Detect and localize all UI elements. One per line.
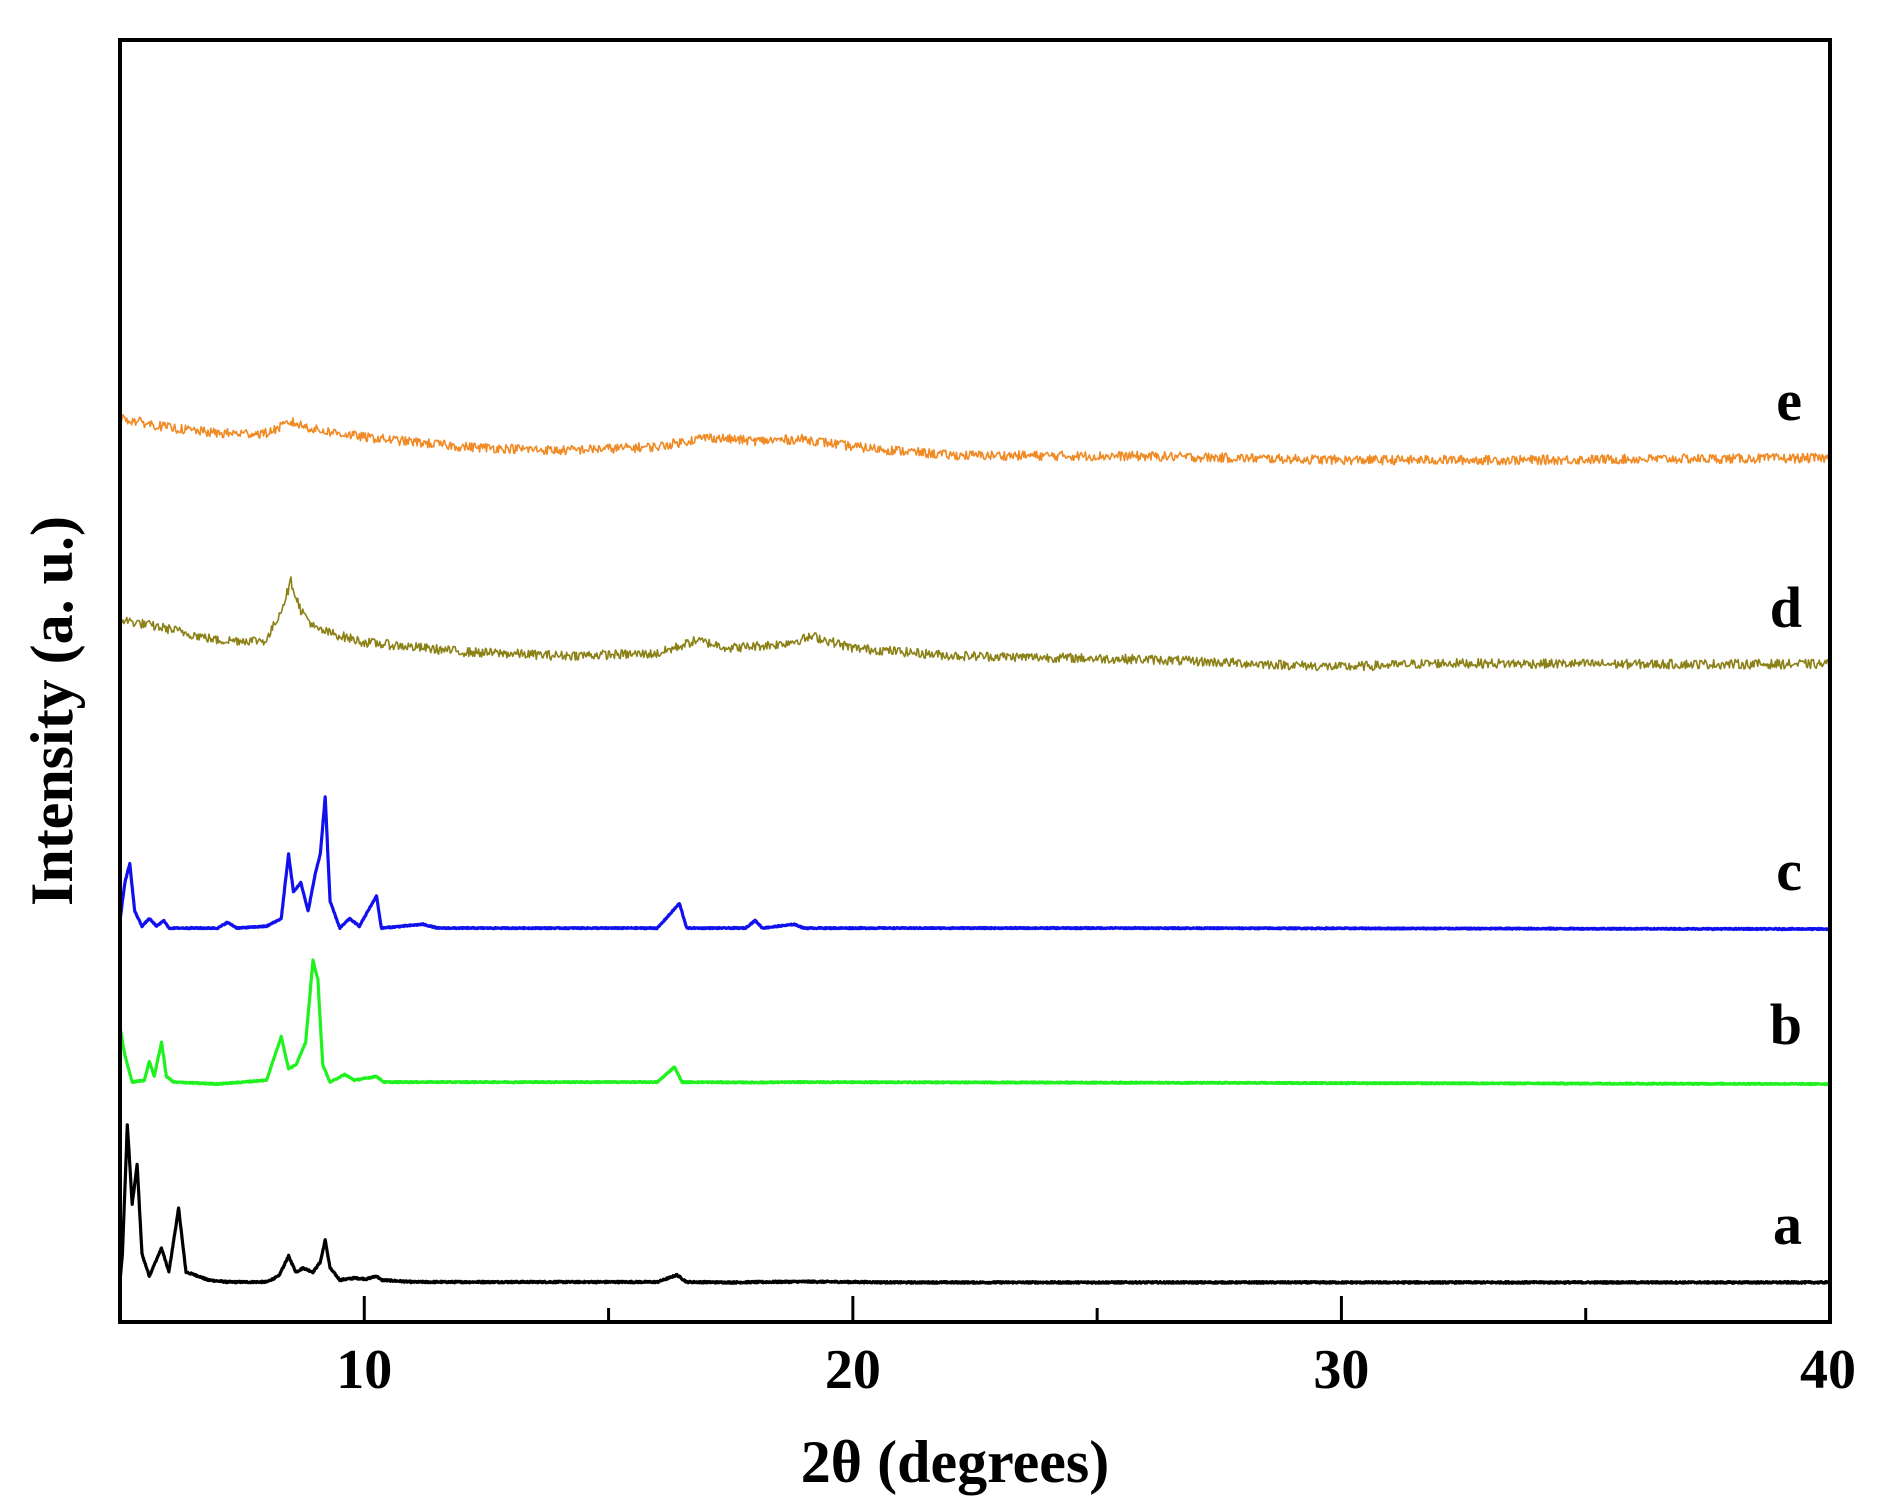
series-c-line xyxy=(118,795,1832,932)
x-tick-label: 10 xyxy=(336,1339,392,1401)
series-c-label: c xyxy=(1776,838,1802,903)
y-axis-title: Intensity (a. u.) xyxy=(19,516,85,906)
plot-frame xyxy=(118,38,1832,1324)
series-d-label: d xyxy=(1770,575,1802,640)
series-e-label: e xyxy=(1776,368,1802,433)
series-b-line xyxy=(118,958,1832,1087)
x-tick-label: 20 xyxy=(825,1339,881,1401)
x-tick-label: 40 xyxy=(1800,1339,1856,1401)
series-b-label: b xyxy=(1770,992,1802,1057)
x-axis-title: 2θ (degrees) xyxy=(801,1429,1109,1495)
label-layer: a b c d e xyxy=(1770,368,1802,1257)
series-d-line xyxy=(119,576,1831,672)
tick-layer: 10 20 30 40 xyxy=(118,1296,1856,1401)
series-a-line xyxy=(118,1123,1832,1285)
x-tick-label: 30 xyxy=(1313,1339,1369,1401)
series-a-label: a xyxy=(1773,1192,1802,1257)
series-layer xyxy=(118,414,1832,1285)
series-e-line xyxy=(119,414,1831,466)
